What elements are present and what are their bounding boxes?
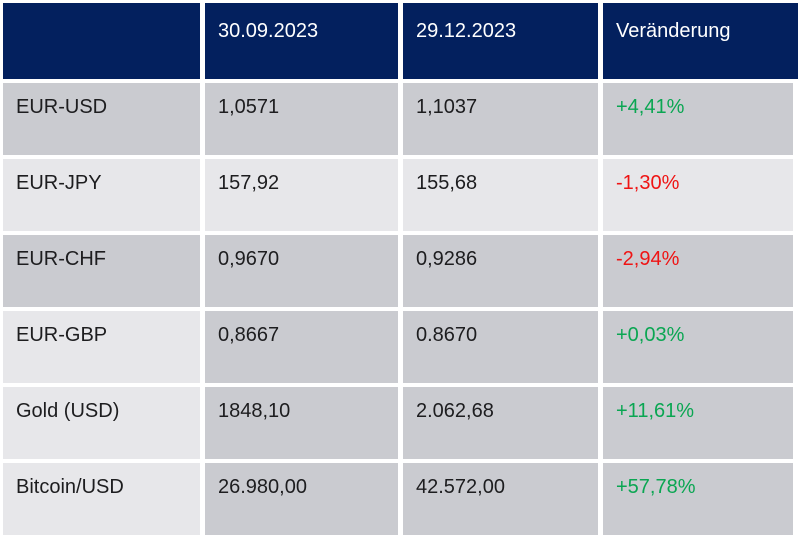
value-cell: 0,9670 bbox=[205, 235, 398, 307]
row-label-eur-chf: EUR-CHF bbox=[3, 235, 200, 307]
value-cell: 1848,10 bbox=[205, 387, 398, 459]
row-label-eur-usd: EUR-USD bbox=[3, 83, 200, 155]
header-cell-empty bbox=[3, 3, 200, 79]
row-label-eur-jpy: EUR-JPY bbox=[3, 159, 200, 231]
value-cell: 0,9286 bbox=[403, 235, 598, 307]
row-label-eur-gbp: EUR-GBP bbox=[3, 311, 200, 383]
value-cell: 157,92 bbox=[205, 159, 398, 231]
change-cell: +0,03% bbox=[603, 311, 793, 383]
value-cell: 155,68 bbox=[403, 159, 598, 231]
value-cell: 0.8670 bbox=[403, 311, 598, 383]
value-cell: 26.980,00 bbox=[205, 463, 398, 535]
row-label-gold-usd: Gold (USD) bbox=[3, 387, 200, 459]
value-cell: 1,0571 bbox=[205, 83, 398, 155]
value-cell: 42.572,00 bbox=[403, 463, 598, 535]
change-cell: -2,94% bbox=[603, 235, 793, 307]
value-cell: 2.062,68 bbox=[403, 387, 598, 459]
header-cell-date-end: 29.12.2023 bbox=[403, 3, 598, 79]
change-cell: +57,78% bbox=[603, 463, 793, 535]
header-cell-change: Veränderung bbox=[603, 3, 798, 79]
change-cell: +4,41% bbox=[603, 83, 793, 155]
row-label-bitcoin-usd: Bitcoin/USD bbox=[3, 463, 200, 535]
header-cell-date-start: 30.09.2023 bbox=[205, 3, 398, 79]
value-cell: 0,8667 bbox=[205, 311, 398, 383]
value-cell: 1,1037 bbox=[403, 83, 598, 155]
change-cell: +11,61% bbox=[603, 387, 793, 459]
change-cell: -1,30% bbox=[603, 159, 793, 231]
